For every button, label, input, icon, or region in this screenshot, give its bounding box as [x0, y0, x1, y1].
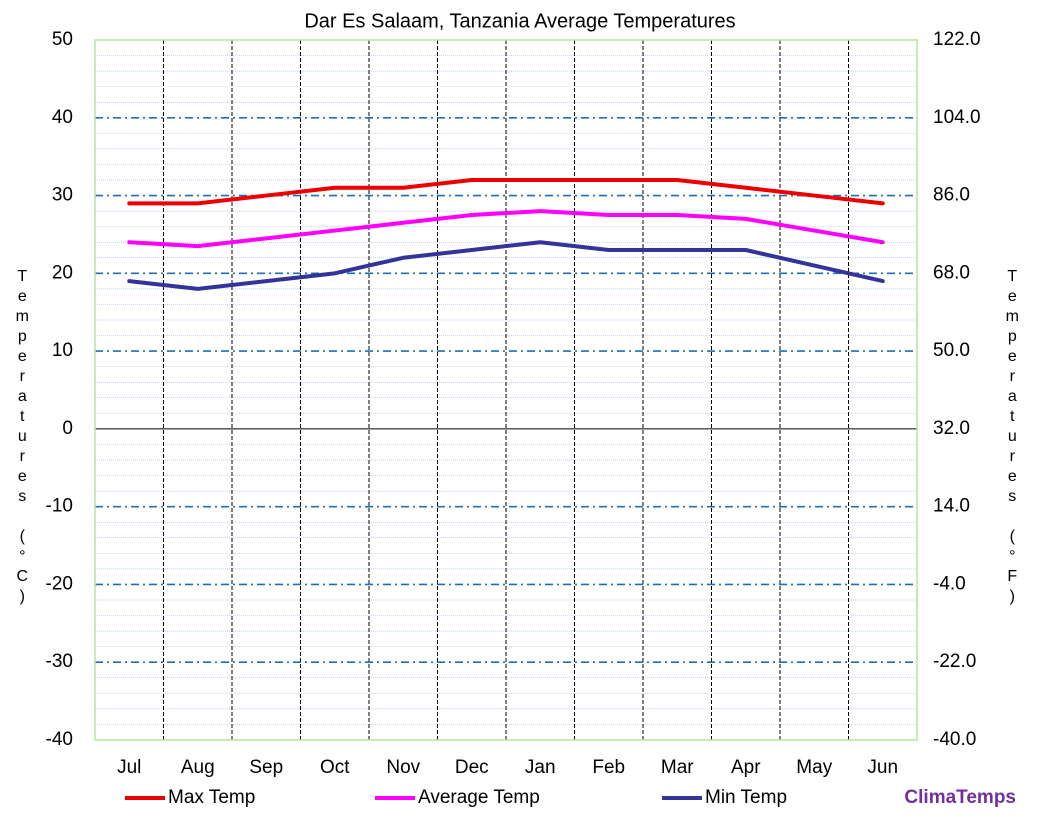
x-tick-label: Sep: [249, 757, 283, 778]
y-tick-label: -10: [46, 496, 73, 517]
y-tick-label: 10: [52, 340, 73, 361]
series-line: [127, 209, 885, 249]
x-tick-label: Jun: [867, 757, 898, 778]
x-tick-label: Aug: [181, 757, 215, 778]
y-tick-label: 0: [62, 418, 73, 439]
y-tick-label: 50: [52, 29, 73, 50]
y2-axis-label: Temperatures (°F): [1004, 268, 1021, 608]
x-tick-label: May: [796, 757, 832, 778]
y-tick-label: -30: [46, 651, 73, 672]
brand: ClimaTemps: [904, 787, 1016, 808]
x-tick-label: Apr: [731, 757, 761, 778]
y2-tick-label: 14.0: [933, 496, 970, 517]
y2-tick-label: -4.0: [933, 573, 966, 594]
y-tick-label: 30: [52, 185, 73, 206]
y-axis-label: Temperatures (°C): [14, 268, 31, 608]
y2-tick-label: 50.0: [933, 340, 970, 361]
x-tick-label: Jul: [117, 757, 141, 778]
y2-tick-label: 122.0: [933, 29, 981, 50]
y2-tick-label: -40.0: [933, 729, 976, 750]
series-line: [127, 240, 885, 291]
x-tick-label: Feb: [592, 757, 625, 778]
legend-label: Min Temp: [705, 787, 787, 808]
chart-title: Dar Es Salaam, Tanzania Average Temperat…: [304, 10, 735, 32]
y-tick-label: -40: [46, 729, 73, 750]
x-tick-label: Oct: [320, 757, 350, 778]
legend-label: Average Temp: [418, 787, 540, 808]
y2-tick-label: 32.0: [933, 418, 970, 439]
y2-tick-label: -22.0: [933, 651, 976, 672]
series-line: [127, 178, 885, 206]
y-tick-label: 40: [52, 107, 73, 128]
x-tick-label: Jan: [525, 757, 556, 778]
y-tick-label: 20: [52, 262, 73, 283]
x-tick-label: Nov: [386, 757, 420, 778]
y2-tick-label: 104.0: [933, 107, 981, 128]
x-tick-label: Dec: [455, 757, 489, 778]
x-tick-label: Mar: [661, 757, 694, 778]
legend-label: Max Temp: [168, 787, 255, 808]
plot-border: [94, 39, 918, 741]
y2-tick-label: 68.0: [933, 262, 970, 283]
y-tick-label: -20: [46, 573, 73, 594]
y2-tick-label: 86.0: [933, 185, 970, 206]
